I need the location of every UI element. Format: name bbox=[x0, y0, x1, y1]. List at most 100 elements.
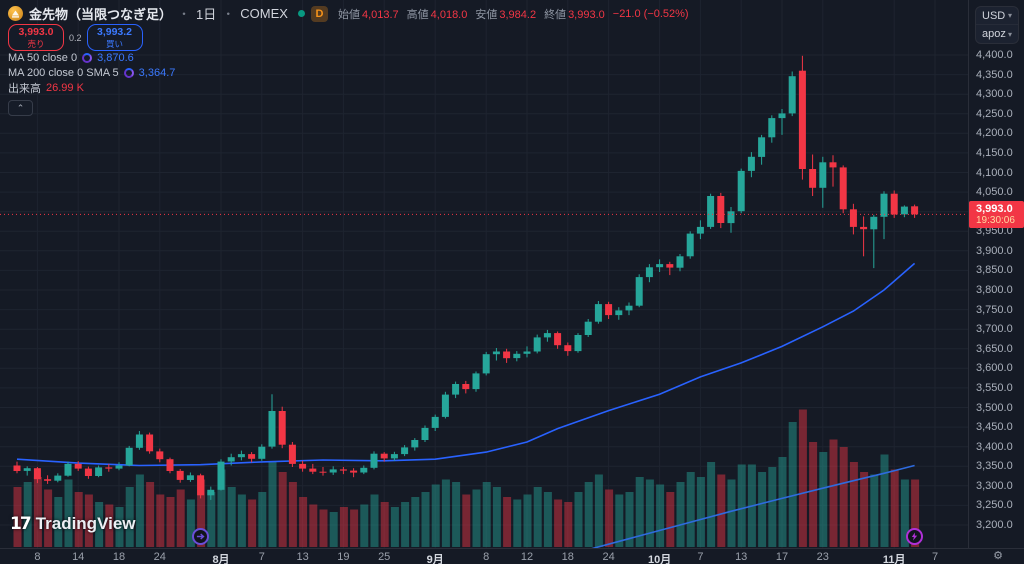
close-label: 終値 bbox=[544, 8, 567, 21]
candle-body bbox=[248, 454, 256, 459]
price-tick-label: 3,900.0 bbox=[976, 244, 1013, 257]
volume-bar bbox=[309, 504, 318, 547]
separator: ・ bbox=[178, 7, 191, 21]
volume-bar bbox=[64, 479, 73, 547]
candle-body bbox=[666, 264, 674, 268]
volume-bar bbox=[156, 494, 165, 547]
candle-body bbox=[197, 475, 205, 496]
candle-body bbox=[819, 162, 827, 188]
candle-body bbox=[64, 463, 72, 476]
volume-bar bbox=[197, 479, 206, 547]
volume-legend-row: 出来高 26.99 K bbox=[8, 81, 175, 95]
volume-title[interactable]: 出来高 bbox=[8, 83, 41, 95]
sell-button[interactable]: 3,993.0 売り bbox=[8, 24, 64, 51]
ma200-value: 3,364.7 bbox=[138, 67, 176, 79]
candle-body bbox=[584, 321, 592, 335]
buy-button[interactable]: 3,993.2 買い bbox=[86, 24, 143, 51]
open-value: 4,013.7 bbox=[361, 8, 399, 21]
candle-body bbox=[707, 196, 715, 227]
connection-status-dot bbox=[297, 10, 305, 17]
price-tick-label: 3,650.0 bbox=[976, 342, 1013, 355]
volume-bar bbox=[645, 479, 654, 547]
time-tick-label: 25 bbox=[378, 551, 391, 563]
price-tick-label: 4,300.0 bbox=[976, 88, 1013, 101]
exchange-button[interactable]: COMEX bbox=[240, 6, 288, 21]
time-tick-label: 23 bbox=[816, 551, 829, 563]
volume-bar bbox=[737, 464, 746, 547]
volume-bar bbox=[360, 504, 369, 547]
candle-body bbox=[747, 156, 755, 171]
time-tick-label: 13 bbox=[296, 551, 309, 563]
chevron-down-icon: ▾ bbox=[1007, 11, 1012, 20]
candle-body bbox=[329, 469, 337, 473]
price-axis[interactable]: USD ▾ apoz ▾ 3,993.0 19:30:06 3,200.0 3,2… bbox=[968, 0, 1024, 548]
volume-bar bbox=[339, 507, 348, 547]
volume-value: 26.99 K bbox=[46, 82, 84, 94]
candle-body bbox=[564, 345, 572, 352]
interval-button[interactable]: 1日 bbox=[196, 7, 217, 22]
candle-body bbox=[380, 453, 388, 459]
candle-body bbox=[615, 310, 623, 316]
candle-body bbox=[13, 465, 21, 471]
candle-body bbox=[625, 305, 633, 311]
ohlc-readout: 始値 4,013.7 高値 4,018.0 安値 3,984.2 終値 3,993.0 … bbox=[338, 6, 689, 22]
candle-body bbox=[900, 206, 908, 215]
volume-bar bbox=[176, 489, 185, 547]
price-tick-label: 3,950.0 bbox=[976, 225, 1013, 238]
candle-body bbox=[186, 475, 194, 480]
sell-price: 3,993.0 bbox=[18, 26, 54, 38]
time-tick-label: 18 bbox=[112, 551, 126, 563]
candle-body bbox=[44, 479, 52, 481]
volume-bar bbox=[421, 492, 430, 547]
tradingview-logo[interactable]: 17 TradingView bbox=[10, 514, 136, 534]
unit-dropdown[interactable]: apoz ▾ bbox=[976, 25, 1018, 43]
volume-bar bbox=[452, 482, 461, 547]
volume-bar bbox=[625, 492, 634, 547]
chevron-down-icon: ▾ bbox=[1007, 29, 1012, 39]
chart-canvas[interactable] bbox=[0, 0, 968, 548]
time-tick-label: 19 bbox=[337, 551, 350, 563]
volume-bar bbox=[411, 497, 420, 547]
gear-icon[interactable]: ⚙ bbox=[993, 550, 1003, 562]
candle-body bbox=[390, 454, 398, 459]
candle-body bbox=[146, 434, 154, 452]
volume-bar bbox=[207, 492, 216, 547]
time-tick-label: 7 bbox=[931, 551, 939, 563]
volume-bar bbox=[115, 507, 124, 547]
legend-collapse-button[interactable]: ⌃ bbox=[8, 100, 33, 116]
ma200-title[interactable]: MA 200 close 0 SMA 5 bbox=[8, 67, 119, 79]
candle-body bbox=[768, 118, 776, 138]
volume-bar bbox=[84, 494, 93, 547]
candle-body bbox=[227, 457, 235, 462]
event-bolt-marker-icon[interactable] bbox=[906, 528, 924, 545]
ma50-title[interactable]: MA 50 close 0 bbox=[8, 52, 78, 64]
last-price-label: 3,993.0 19:30:06 bbox=[969, 201, 1024, 229]
time-tick-label: 7 bbox=[697, 551, 704, 563]
candle-body bbox=[339, 469, 347, 471]
tradingview-wordmark: TradingView bbox=[35, 514, 136, 533]
candle-body bbox=[278, 411, 286, 445]
candle-body bbox=[849, 209, 857, 227]
candle-body bbox=[84, 468, 92, 476]
candle-body bbox=[696, 226, 704, 234]
price-tick-label: 4,050.0 bbox=[976, 186, 1013, 199]
currency-dropdown[interactable]: USD ▾ bbox=[976, 7, 1018, 25]
price-tick-label: 4,250.0 bbox=[976, 107, 1013, 120]
volume-bar bbox=[890, 469, 899, 547]
volume-bar bbox=[788, 422, 797, 547]
sell-label: 売り bbox=[27, 38, 45, 49]
symbol-title[interactable]: 金先物（当限つなぎ足） bbox=[29, 7, 173, 22]
volume-bar bbox=[656, 484, 665, 547]
candle-body bbox=[237, 454, 245, 458]
event-arrow-marker-icon[interactable] bbox=[192, 528, 210, 545]
candle-body bbox=[452, 384, 460, 395]
low-value: 3,984.2 bbox=[499, 8, 537, 21]
volume-bar bbox=[778, 457, 787, 547]
time-tick-label: 18 bbox=[561, 551, 574, 563]
interval-badge[interactable]: D bbox=[310, 5, 328, 22]
time-axis[interactable]: 8 14 18 24 8月 7 13 19 25 9月 8 12 18 24 10月 7 13 17 23 11月 7 bbox=[0, 548, 1024, 564]
price-tick-label: 3,700.0 bbox=[976, 323, 1013, 336]
price-tick-label: 3,450.0 bbox=[976, 421, 1013, 434]
candle-body bbox=[656, 264, 664, 268]
ma50-legend-row: MA 50 close 0 3,870.6 bbox=[8, 51, 175, 65]
